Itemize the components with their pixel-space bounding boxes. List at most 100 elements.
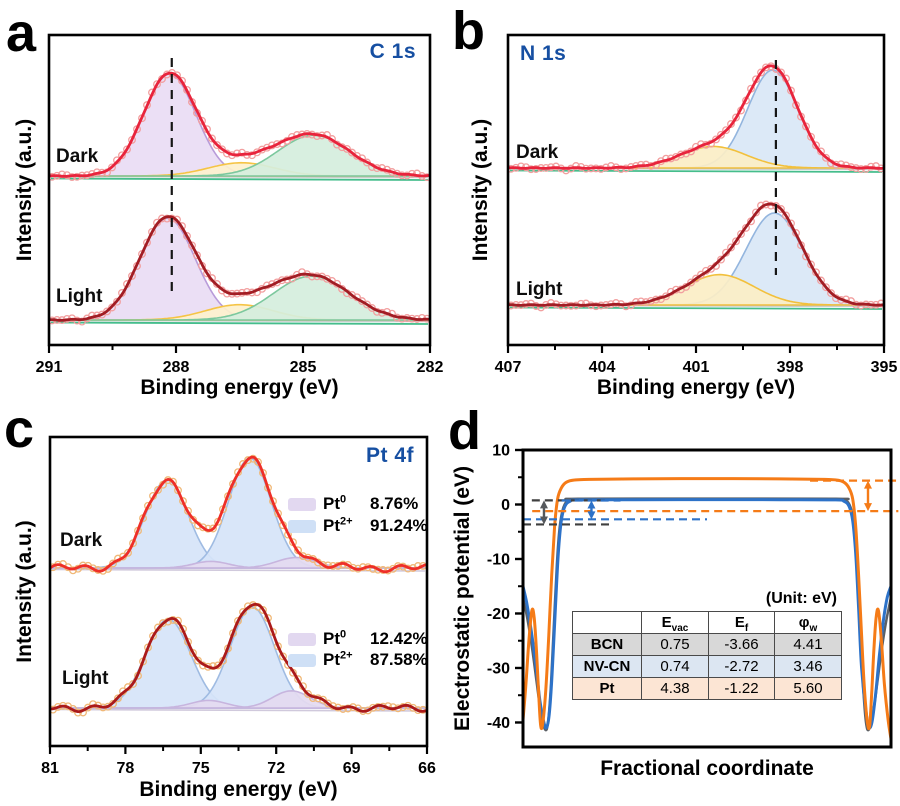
table-row-nv-cn: NV-CN 0.74 -2.72 3.46 xyxy=(572,655,842,678)
level-annotations xyxy=(523,479,899,526)
x-axis-a: 291 288 285 282 xyxy=(36,345,444,376)
svg-text:0: 0 xyxy=(501,497,510,514)
table-cell: 0.74 xyxy=(641,655,709,678)
panel-letter-d: d xyxy=(448,401,481,461)
xlabel-b: Binding energy (eV) xyxy=(596,376,796,399)
svg-text:75: 75 xyxy=(192,760,210,777)
potential-curves xyxy=(521,477,893,741)
legend-species-label: Pt2+ xyxy=(323,515,353,535)
fit-line-dark-a xyxy=(48,71,430,178)
svg-text:66: 66 xyxy=(418,760,436,777)
panel-title-n1s: N 1s xyxy=(520,42,567,65)
table-header-ef: Ef xyxy=(708,611,775,634)
table-header-φw: φw xyxy=(774,611,842,634)
light-spectrum-b xyxy=(507,200,885,312)
dark-label-b: Dark xyxy=(516,142,559,163)
svg-text:291: 291 xyxy=(36,359,63,376)
table-cell: -2.72 xyxy=(708,655,775,678)
bcn-workfunction-arrow xyxy=(539,500,548,525)
table-row-label: BCN xyxy=(572,633,642,656)
svg-text:72: 72 xyxy=(267,760,285,777)
plot-electrostatic-potential: 10 0 -10 -20 -30 -40 xyxy=(487,443,899,749)
dark-spectrum-a xyxy=(48,68,431,182)
svg-text:285: 285 xyxy=(290,359,317,376)
dark-label-c: Dark xyxy=(60,530,103,551)
x-axis-b: 407 404 401 398 395 xyxy=(495,345,898,376)
plot-n1s: 407 404 401 398 395 xyxy=(495,33,897,376)
ylabel-b: Intensity (a.u.) xyxy=(469,118,492,262)
light-label-b: Light xyxy=(516,279,563,300)
legend-swatch xyxy=(288,653,316,667)
dark-label-a: Dark xyxy=(56,146,99,167)
table-cell: 4.38 xyxy=(641,677,709,700)
svg-text:10: 10 xyxy=(492,443,510,460)
legend-row-dark-pt2+: Pt2+ 91.24% xyxy=(288,516,428,536)
light-label-a: Light xyxy=(56,286,103,307)
xlabel-c: Binding energy (eV) xyxy=(139,778,338,801)
curve-pt xyxy=(521,477,893,741)
table-cell: -1.22 xyxy=(708,677,775,700)
table-cell: 0.75 xyxy=(641,633,709,656)
fit-line-light-a xyxy=(49,215,429,322)
table-row-label: Pt xyxy=(572,677,642,700)
plot-pt4f: 81 78 75 72 69 66 xyxy=(41,435,436,777)
dark-spectrum-c xyxy=(49,454,427,575)
legend-swatch xyxy=(288,497,316,511)
ylabel-a: Intensity (a.u.) xyxy=(13,118,36,262)
legend-species-label: Pt0 xyxy=(323,493,347,513)
light-label-c: Light xyxy=(62,668,109,689)
svg-text:282: 282 xyxy=(417,359,444,376)
panel-title-c1s: C 1s xyxy=(369,40,416,63)
panel-letter-a: a xyxy=(6,3,37,63)
svg-text:401: 401 xyxy=(683,359,710,376)
unit-note: (Unit: eV) xyxy=(765,590,837,607)
legend-species-label: Pt0 xyxy=(323,628,347,648)
svg-text:78: 78 xyxy=(117,760,135,777)
legend-percent-value: 12.42% xyxy=(370,629,428,648)
plot-c1s: 291 288 285 282 xyxy=(36,33,443,376)
panel-title-pt4f: Pt 4f xyxy=(365,444,414,467)
legend-percent-value: 87.58% xyxy=(370,650,428,669)
xlabel-a: Binding energy (eV) xyxy=(140,376,339,399)
xlabel-d: Fractional coordinate xyxy=(600,757,814,780)
table-row-pt: Pt 4.38 -1.22 5.60 xyxy=(572,677,842,700)
fit-line-dark-c xyxy=(49,455,427,574)
legend-percent-value: 91.24% xyxy=(370,516,428,535)
ylabel-d: Electrostatic potential (eV) xyxy=(451,466,474,731)
panel-letter-b: b xyxy=(452,1,485,61)
table-header-evac: Evac xyxy=(641,611,709,634)
legend-swatch xyxy=(288,632,316,646)
panel-letter-c: c xyxy=(4,399,35,459)
fit-line-light-b xyxy=(507,202,885,307)
table-cell: 3.46 xyxy=(774,655,842,678)
fit-line-dark-b xyxy=(507,64,885,170)
nvcn-workfunction-arrow xyxy=(587,500,596,520)
svg-text:395: 395 xyxy=(871,359,898,376)
svg-text:-40: -40 xyxy=(487,715,510,732)
svg-text:407: 407 xyxy=(495,359,522,376)
table-cell: -3.66 xyxy=(708,633,775,656)
legend-row-light-pt0: Pt0 12.42% xyxy=(288,629,428,649)
legend-row-dark-pt0: Pt0 8.76% xyxy=(288,494,418,514)
svg-text:81: 81 xyxy=(41,760,59,777)
svg-text:398: 398 xyxy=(777,359,804,376)
svg-text:-30: -30 xyxy=(487,660,510,677)
ylabel-c: Intensity (a.u.) xyxy=(13,520,36,663)
table-header-blank xyxy=(572,611,642,634)
svg-text:-20: -20 xyxy=(487,606,510,623)
svg-text:404: 404 xyxy=(589,359,616,376)
workfunction-table-grid: Evac Ef φw BCN 0.75 -3.66 4.41 NV-CN 0.74 -2.72 3.… xyxy=(572,611,842,700)
x-axis-c: 81 78 75 72 69 66 xyxy=(41,746,436,777)
svg-text:-10: -10 xyxy=(487,551,510,568)
legend-row-light-pt2+: Pt2+ 87.58% xyxy=(288,650,428,670)
legend-percent-value: 8.76% xyxy=(370,494,419,513)
pt-workfunction-arrow xyxy=(864,480,872,512)
legend-species-label: Pt2+ xyxy=(323,649,353,669)
svg-text:288: 288 xyxy=(163,359,190,376)
dark-spectrum-b xyxy=(507,62,885,175)
light-spectrum-a xyxy=(48,214,431,326)
legend-swatch xyxy=(288,519,316,533)
table-row-bcn: BCN 0.75 -3.66 4.41 xyxy=(572,633,842,656)
svg-text:69: 69 xyxy=(343,760,361,777)
